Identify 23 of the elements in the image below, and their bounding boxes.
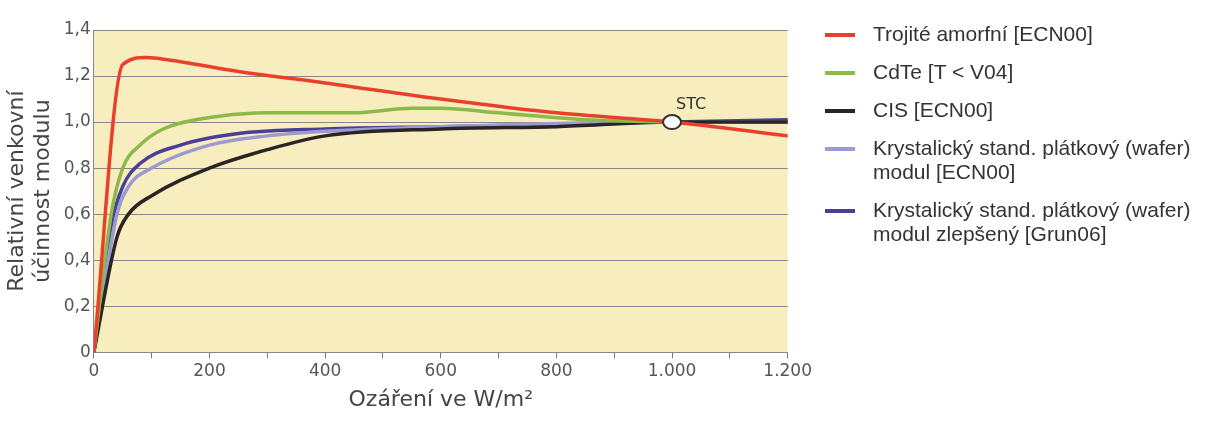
y-tick-label: 1,0 (63, 110, 91, 131)
annotation: STC (676, 94, 707, 114)
x-tick-label: 600 (424, 359, 457, 380)
legend-label: CdTe [T < V04] (873, 60, 1014, 84)
y-tick-label: 1,2 (63, 64, 91, 85)
y-tick-label: 1,4 (63, 18, 91, 39)
x-axis-title: Ozáření ve W/m² (348, 385, 533, 411)
legend-label: CIS [ECN00] (873, 98, 994, 122)
y-tick-label: 0 (80, 340, 91, 361)
legend-label: Krystalický stand. plátkový (wafer) modul zlepšený [Grun06] (873, 198, 1192, 246)
y-tick-label: 0,2 (63, 294, 91, 315)
y-tick-label: 0,8 (63, 156, 91, 177)
y-tick-label: 0,6 (63, 202, 91, 223)
x-tick-label: 1.200 (763, 359, 812, 380)
y-axis-title: Relativní venkovní účinnost modulu (2, 89, 55, 292)
x-tick-label: 200 (193, 359, 226, 380)
x-tick-label: 800 (540, 359, 573, 380)
legend-label: Trojité amorfní [ECN00] (873, 22, 1093, 46)
line-series (93, 55, 788, 353)
x-tick-label: 400 (308, 359, 342, 380)
x-tick-label: 1.000 (647, 359, 697, 380)
y-tick-label: 0,4 (63, 248, 91, 269)
legend-label: Krystalický stand. plátkový (wafer) modul [ECN00] (873, 136, 1192, 184)
